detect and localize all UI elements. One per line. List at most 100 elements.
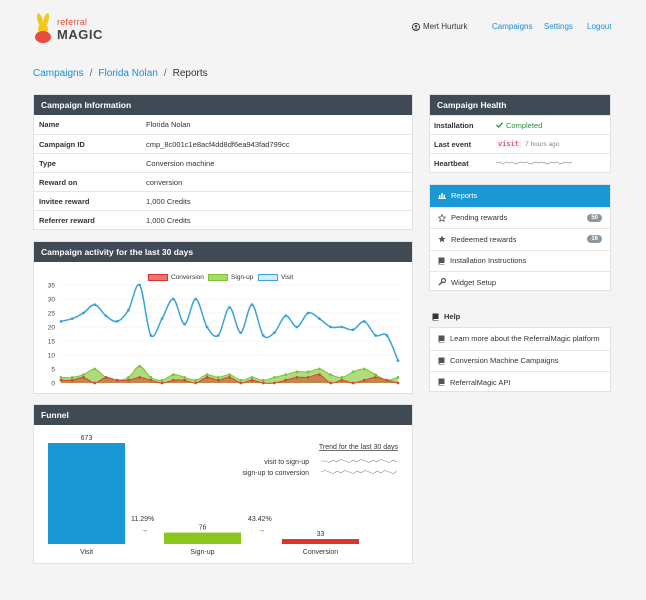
data-point [70, 376, 74, 379]
help-link-api[interactable]: ReferralMagic API [430, 371, 610, 391]
legend-visit[interactable]: Visit [258, 274, 293, 281]
info-row: Reward on conversion [34, 172, 412, 191]
star-icon [438, 235, 446, 243]
menu-installation[interactable]: Installation Instructions [430, 249, 610, 272]
legend-swatch [208, 274, 228, 281]
last-event-time: 7 hours ago [525, 140, 560, 148]
menu-reports[interactable]: Reports [430, 185, 610, 207]
funnel-value-label: 76 [199, 525, 207, 532]
y-tick-label: 15 [48, 339, 56, 346]
campaign-info-title: Campaign Information [34, 95, 412, 115]
funnel-bar-sign-up [164, 532, 241, 544]
data-point [362, 367, 366, 371]
logo[interactable]: referral MAGIC [33, 12, 123, 44]
trend-label: sign-up to conversion [242, 470, 309, 477]
data-point [115, 378, 119, 382]
data-point [127, 308, 130, 312]
logo-text-top: referral [57, 17, 88, 27]
legend-signup[interactable]: Sign-up [208, 274, 253, 281]
data-point [351, 370, 355, 374]
data-point [239, 331, 243, 334]
data-point [216, 376, 220, 379]
info-key: Campaign ID [39, 139, 85, 149]
data-point [228, 306, 231, 309]
data-point [82, 376, 85, 379]
data-point [261, 334, 265, 337]
data-point [250, 376, 254, 379]
heartbeat-label: Heartbeat [434, 158, 469, 168]
health-heartbeat-row: Heartbeat [430, 153, 610, 172]
breadcrumb-campaign[interactable]: Florida Nolan [98, 68, 158, 79]
installation-status: Completed [496, 121, 542, 130]
user-menu[interactable]: Mert Hurturk [412, 22, 467, 31]
menu-widget-setup[interactable]: Widget Setup [430, 271, 610, 290]
data-point [194, 381, 198, 385]
legend-swatch [148, 274, 168, 281]
data-point [340, 325, 344, 329]
data-point [104, 314, 108, 318]
data-point [82, 311, 85, 315]
menu-widget-label: Widget Setup [451, 277, 497, 287]
wrench-icon [438, 278, 446, 286]
data-point [396, 359, 400, 362]
activity-panel: Campaign activity for the last 30 days [33, 241, 413, 394]
menu-redeemed-rewards[interactable]: Redeemed rewards 16 [430, 228, 610, 250]
nav-campaigns[interactable]: Campaigns [492, 22, 533, 31]
y-tick-label: 10 [48, 353, 56, 360]
health-last-event-row: Last event visit 7 hours ago [430, 134, 610, 153]
data-point [374, 376, 377, 379]
y-tick-label: 25 [48, 311, 56, 318]
info-key: Name [39, 120, 60, 129]
info-row: Name Florida Nolan [34, 115, 412, 134]
activity-title: Campaign activity for the last 30 days [34, 242, 412, 262]
data-point [138, 364, 142, 368]
data-point [183, 378, 186, 382]
info-value: Florida Nolan [146, 120, 191, 129]
heartbeat-sparkline [496, 161, 572, 165]
funnel-value-label: 33 [317, 531, 325, 538]
data-point [273, 331, 276, 334]
nav-logout[interactable]: Logout [587, 22, 612, 31]
help-link-label: Conversion Machine Campaigns [450, 356, 559, 366]
help-title-label: Help [444, 312, 461, 321]
data-point [340, 378, 344, 382]
data-point [385, 334, 389, 337]
series-line-visit [60, 283, 399, 361]
data-point [149, 378, 153, 382]
help-link-platform[interactable]: Learn more about the ReferralMagic platf… [430, 328, 610, 350]
menu-pending-rewards[interactable]: Pending rewards 50 [430, 206, 610, 229]
health-installation-row: Installation Completed [430, 115, 610, 134]
info-value: conversion [146, 177, 183, 187]
data-point [194, 378, 198, 382]
installation-value: Completed [506, 120, 543, 130]
info-value: cmp_8c001c1e8acf4dd8df6ea943fad799cc [146, 139, 290, 149]
breadcrumb-campaigns[interactable]: Campaigns [33, 68, 84, 79]
menu-pending-label: Pending rewards [451, 213, 508, 223]
help-link-label: ReferralMagic API [450, 377, 511, 387]
data-point [329, 325, 332, 329]
data-point [216, 378, 220, 382]
funnel-stage-label: Visit [80, 549, 93, 556]
data-point [70, 317, 74, 320]
funnel-chart: 673 Visit 76 Sign-up 33 Conversion 11.29% → 43.4… [48, 435, 398, 556]
data-point [362, 320, 366, 323]
info-row: Referrer reward 1,000 Credits [34, 210, 412, 229]
legend-conversion[interactable]: Conversion [148, 274, 204, 281]
trend-label: visit to sign-up [264, 459, 309, 466]
campaign-health-panel: Campaign Health Installation Completed L… [429, 94, 611, 173]
data-point [138, 376, 142, 379]
arrow-right-icon: → [141, 527, 148, 534]
info-row: Campaign ID cmp_8c001c1e8acf4dd8df6ea943f… [34, 134, 412, 153]
help-link-conversion-machine[interactable]: Conversion Machine Campaigns [430, 349, 610, 372]
y-tick-label: 20 [48, 325, 56, 332]
menu-reports-label: Reports [451, 191, 478, 201]
nav-settings[interactable]: Settings [544, 22, 573, 31]
data-point [93, 367, 97, 371]
book-icon [438, 335, 445, 343]
data-point [171, 373, 175, 376]
data-point [239, 381, 243, 385]
info-value: Conversion machine [146, 158, 215, 168]
book-icon [432, 313, 439, 320]
data-point [250, 303, 254, 306]
data-point [183, 376, 186, 379]
